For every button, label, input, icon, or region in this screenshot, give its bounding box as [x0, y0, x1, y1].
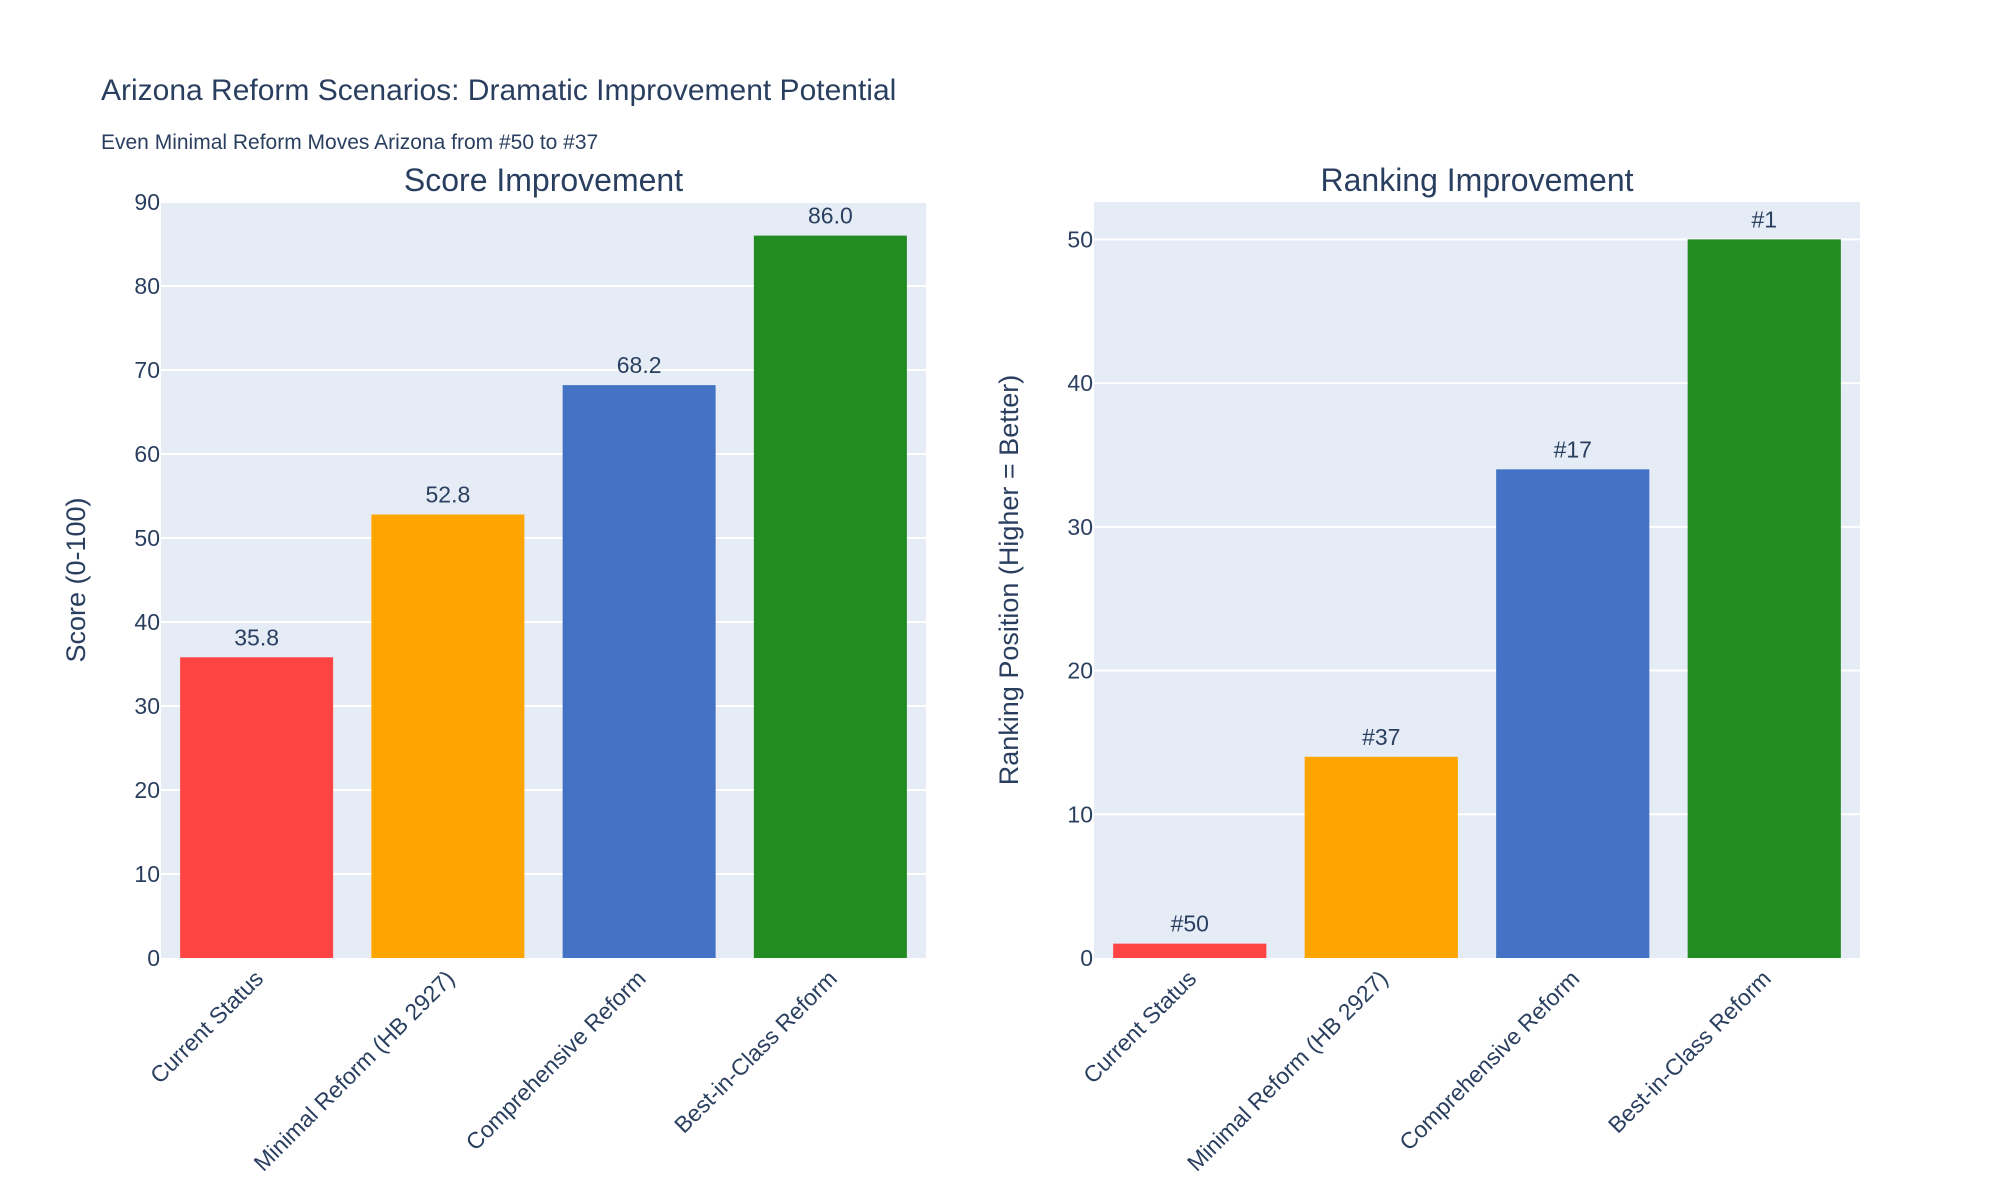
y-tick-label: 40 — [134, 609, 160, 635]
x-tick-label: Current Status — [145, 965, 268, 1088]
x-tick-label: Comprehensive Reform — [461, 965, 651, 1155]
bar-value-label: 86.0 — [808, 203, 853, 229]
subplot-title: Score Improvement — [404, 162, 683, 198]
bar-best-in-class-reform — [753, 235, 907, 959]
bar-minimal-reform-hb-2927 — [1304, 756, 1458, 958]
y-tick-label: 80 — [134, 273, 160, 299]
bar-value-label: 68.2 — [617, 352, 662, 378]
x-tick-label: Minimal Reform (HB 2927) — [249, 965, 460, 1176]
y-tick-label: 30 — [1067, 514, 1093, 540]
bar-current-status — [180, 657, 334, 958]
bar-best-in-class-reform — [1687, 239, 1841, 958]
bar-current-status — [1113, 943, 1267, 958]
bar-value-label: 35.8 — [234, 624, 279, 650]
x-tick-label: Best-in-Class Reform — [669, 965, 842, 1138]
x-tick-label: Minimal Reform (HB 2927) — [1182, 965, 1393, 1176]
y-tick-label: 50 — [134, 525, 160, 551]
chart-title: Arizona Reform Scenarios: Dramatic Impro… — [101, 74, 896, 107]
y-tick-label: 10 — [1067, 801, 1093, 827]
y-axis-title: Ranking Position (Higher = Better) — [994, 375, 1024, 785]
bar-comprehensive-reform — [562, 385, 716, 958]
bar-minimal-reform-hb-2927 — [371, 514, 525, 958]
bar-comprehensive-reform — [1496, 469, 1650, 958]
ranking-improvement-panel: 0 10 20 30 40 50 Ranking Improvement Ranking Po… — [994, 162, 1860, 1176]
bar-value-label: #37 — [1362, 724, 1400, 750]
x-tick-label: Comprehensive Reform — [1394, 965, 1584, 1155]
chart-subtitle: Even Minimal Reform Moves Arizona from #… — [101, 131, 598, 154]
y-tick-label: 20 — [1067, 658, 1093, 684]
y-tick-label: 10 — [134, 861, 160, 887]
subplot-title: Ranking Improvement — [1320, 162, 1633, 198]
score-improvement-panel: 0 10 20 30 40 50 60 70 80 90 Score Improvement Scor… — [61, 162, 926, 1176]
bar-value-label: #50 — [1171, 911, 1209, 937]
bar-value-label: #17 — [1554, 436, 1592, 462]
y-tick-label: 40 — [1067, 370, 1093, 396]
bar-value-label: #1 — [1751, 206, 1777, 232]
y-tick-label: 60 — [134, 441, 160, 467]
y-tick-label: 90 — [134, 189, 160, 215]
y-tick-label: 50 — [1067, 226, 1093, 252]
y-tick-label: 0 — [147, 945, 160, 971]
y-tick-label: 30 — [134, 693, 160, 719]
x-tick-label: Current Status — [1078, 965, 1201, 1088]
y-tick-label: 0 — [1080, 945, 1093, 971]
y-axis-title: Score (0-100) — [61, 497, 91, 662]
x-tick-label: Best-in-Class Reform — [1603, 965, 1776, 1138]
bar-value-label: 52.8 — [425, 481, 470, 507]
y-tick-label: 70 — [134, 357, 160, 383]
y-tick-label: 20 — [134, 777, 160, 803]
